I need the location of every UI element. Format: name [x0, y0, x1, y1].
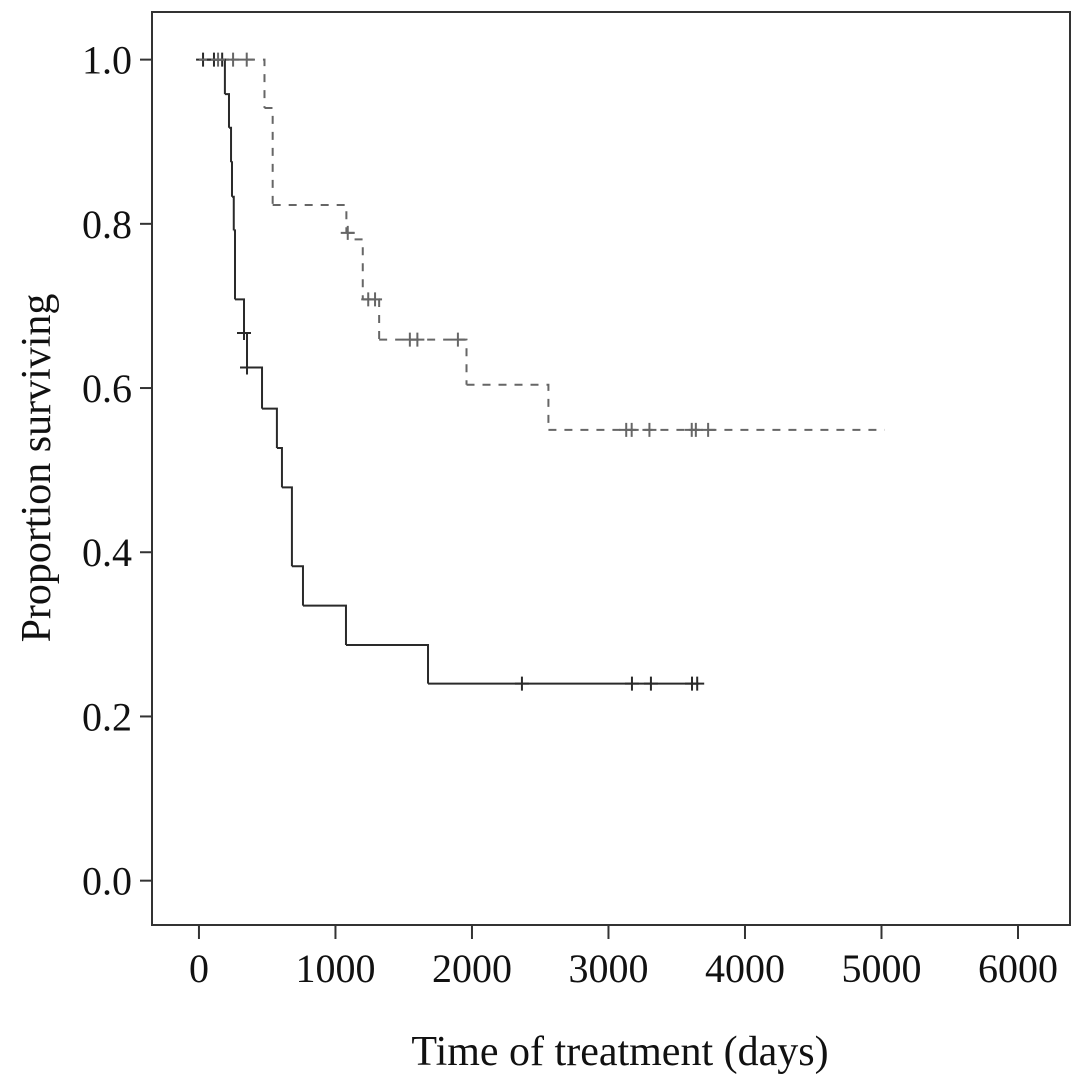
y-axis-label: Proportion surviving — [14, 294, 60, 643]
censor-mark — [340, 225, 355, 240]
survival-step — [228, 126, 233, 163]
x-tick-label: 0 — [189, 946, 209, 991]
y-tick-label: 0.4 — [82, 530, 132, 575]
censor-mark — [368, 292, 383, 307]
survival-step — [262, 407, 278, 448]
y-tick-label: 0.6 — [82, 366, 132, 411]
survival-step — [233, 229, 236, 300]
x-tick-label: 6000 — [978, 946, 1058, 991]
survival-step — [345, 644, 430, 684]
survival-step — [247, 366, 264, 409]
survival-step — [264, 107, 274, 205]
survival-step — [354, 238, 364, 300]
survival-step — [198, 58, 266, 109]
x-tick-label: 3000 — [568, 946, 648, 991]
censor-mark — [237, 326, 252, 341]
survival-step — [291, 565, 304, 606]
censor-mark — [410, 332, 425, 347]
y-tick-label: 1.0 — [82, 38, 132, 83]
censor-mark — [239, 52, 254, 67]
censor-mark — [688, 422, 703, 437]
survival-step — [302, 604, 347, 646]
survival-step — [272, 203, 348, 233]
y-tick-label: 0.8 — [82, 202, 132, 247]
y-tick-label: 0.2 — [82, 694, 132, 739]
survival-step — [231, 195, 235, 231]
survival-step — [281, 486, 293, 567]
survival-step — [466, 383, 550, 430]
censor-mark — [211, 52, 226, 67]
survival-step — [379, 338, 468, 385]
censor-mark — [624, 422, 639, 437]
x-axis-label: Time of treatment (days) — [411, 1029, 828, 1075]
censor-mark — [690, 676, 705, 691]
x-tick-label: 2000 — [432, 946, 512, 991]
x-tick-label: 5000 — [841, 946, 921, 991]
plot-frame — [151, 11, 1071, 926]
censor-mark — [624, 676, 639, 691]
survival-step — [362, 298, 381, 340]
censor-mark — [514, 676, 529, 691]
censor-mark — [642, 422, 657, 437]
censor-mark — [450, 332, 465, 347]
x-tick-label: 1000 — [295, 946, 375, 991]
censor-mark — [701, 422, 716, 437]
censor-mark — [643, 676, 658, 691]
censor-mark — [240, 360, 255, 375]
survival-step — [276, 446, 283, 488]
survival-step — [230, 161, 233, 197]
survival-step — [224, 93, 230, 128]
y-tick-label: 0.0 — [82, 859, 132, 904]
censor-mark — [226, 52, 241, 67]
x-tick-label: 4000 — [705, 946, 785, 991]
survival-step — [234, 298, 246, 334]
